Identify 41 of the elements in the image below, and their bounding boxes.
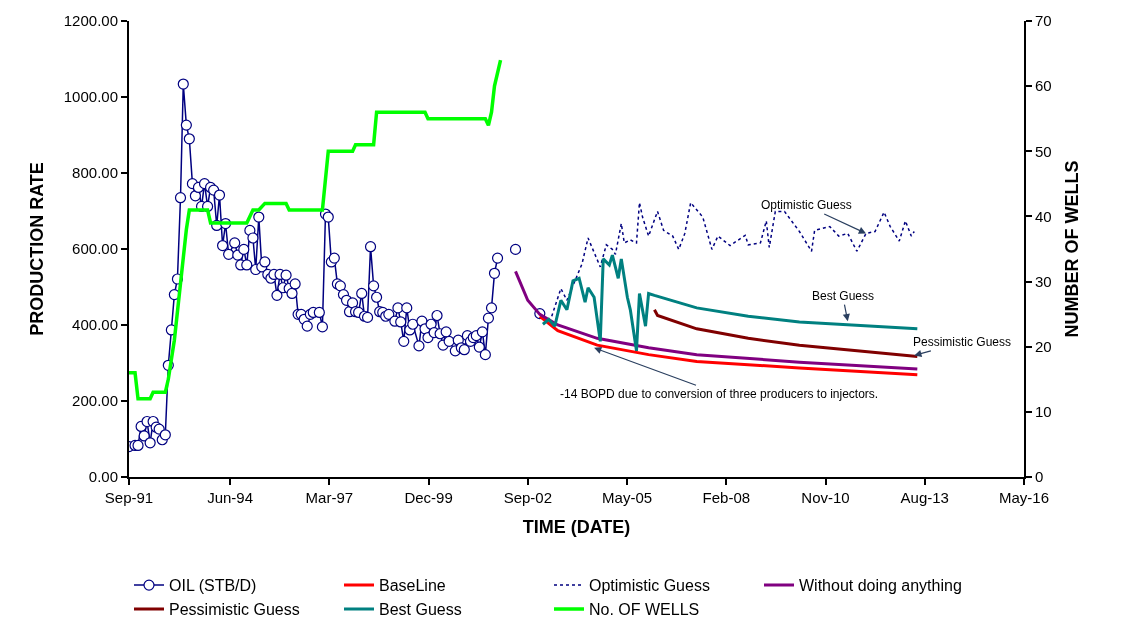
x-axis-title: TIME (DATE) (522, 516, 631, 537)
y-axis-title: PRODUCTION RATE (27, 162, 48, 336)
y-tick-label: 400.00 (72, 316, 118, 334)
y2-tick-label: 60 (1035, 77, 1052, 95)
y2-tick-label: 30 (1035, 272, 1052, 290)
y2-tick-label: 20 (1035, 337, 1052, 355)
annotation: Pessimistic Guess (913, 335, 1012, 349)
annotation: -14 BOPD due to conversion of three producers to injectors. (560, 387, 879, 401)
x-tick-label: Sep-91 (104, 489, 154, 506)
x-tick-label: May-05 (602, 489, 653, 506)
legend-label: No. OF WELLS (589, 601, 700, 619)
y2-axis-title: NUMBER OF WELLS (1062, 160, 1083, 338)
y2-tick-label: 50 (1035, 142, 1052, 160)
y2-tick-label: 10 (1035, 403, 1052, 421)
y2-tick-label: 0 (1035, 468, 1044, 486)
y-tick-label: 1000.00 (63, 88, 118, 106)
x-tick-label: Dec-99 (404, 489, 453, 506)
legend-label: OIL (STB/D) (169, 577, 257, 595)
x-tick-label: Mar-97 (305, 489, 354, 506)
line-series (550, 201, 915, 318)
y-tick-label: 200.00 (72, 392, 118, 410)
legend-label: Best Guess (379, 601, 462, 619)
y-tick-label: 1200.00 (63, 12, 118, 30)
legend-label: Optimistic Guess (589, 577, 710, 595)
annotation: Optimistic Guess (761, 198, 852, 212)
legend-label: BaseLine (379, 577, 446, 595)
x-tick-label: May-16 (998, 489, 1050, 506)
legend-label: Pessimistic Guess (169, 601, 300, 619)
y2-tick-label: 70 (1035, 12, 1052, 30)
y-tick-label: 0.00 (88, 468, 118, 486)
y-tick-label: 600.00 (72, 240, 118, 258)
x-tick-label: Aug-13 (900, 489, 949, 506)
line-series (129, 58, 503, 401)
legend-label: Without doing anything (799, 577, 962, 595)
y2-tick-label: 40 (1035, 207, 1052, 225)
annotation: Best Guess (812, 289, 875, 303)
y-tick-label: 800.00 (72, 164, 118, 182)
x-tick-label: Feb-08 (702, 489, 751, 506)
x-tick-label: Jun-94 (207, 489, 254, 506)
x-tick-label: Nov-10 (801, 489, 850, 506)
x-tick-label: Sep-02 (503, 489, 553, 506)
